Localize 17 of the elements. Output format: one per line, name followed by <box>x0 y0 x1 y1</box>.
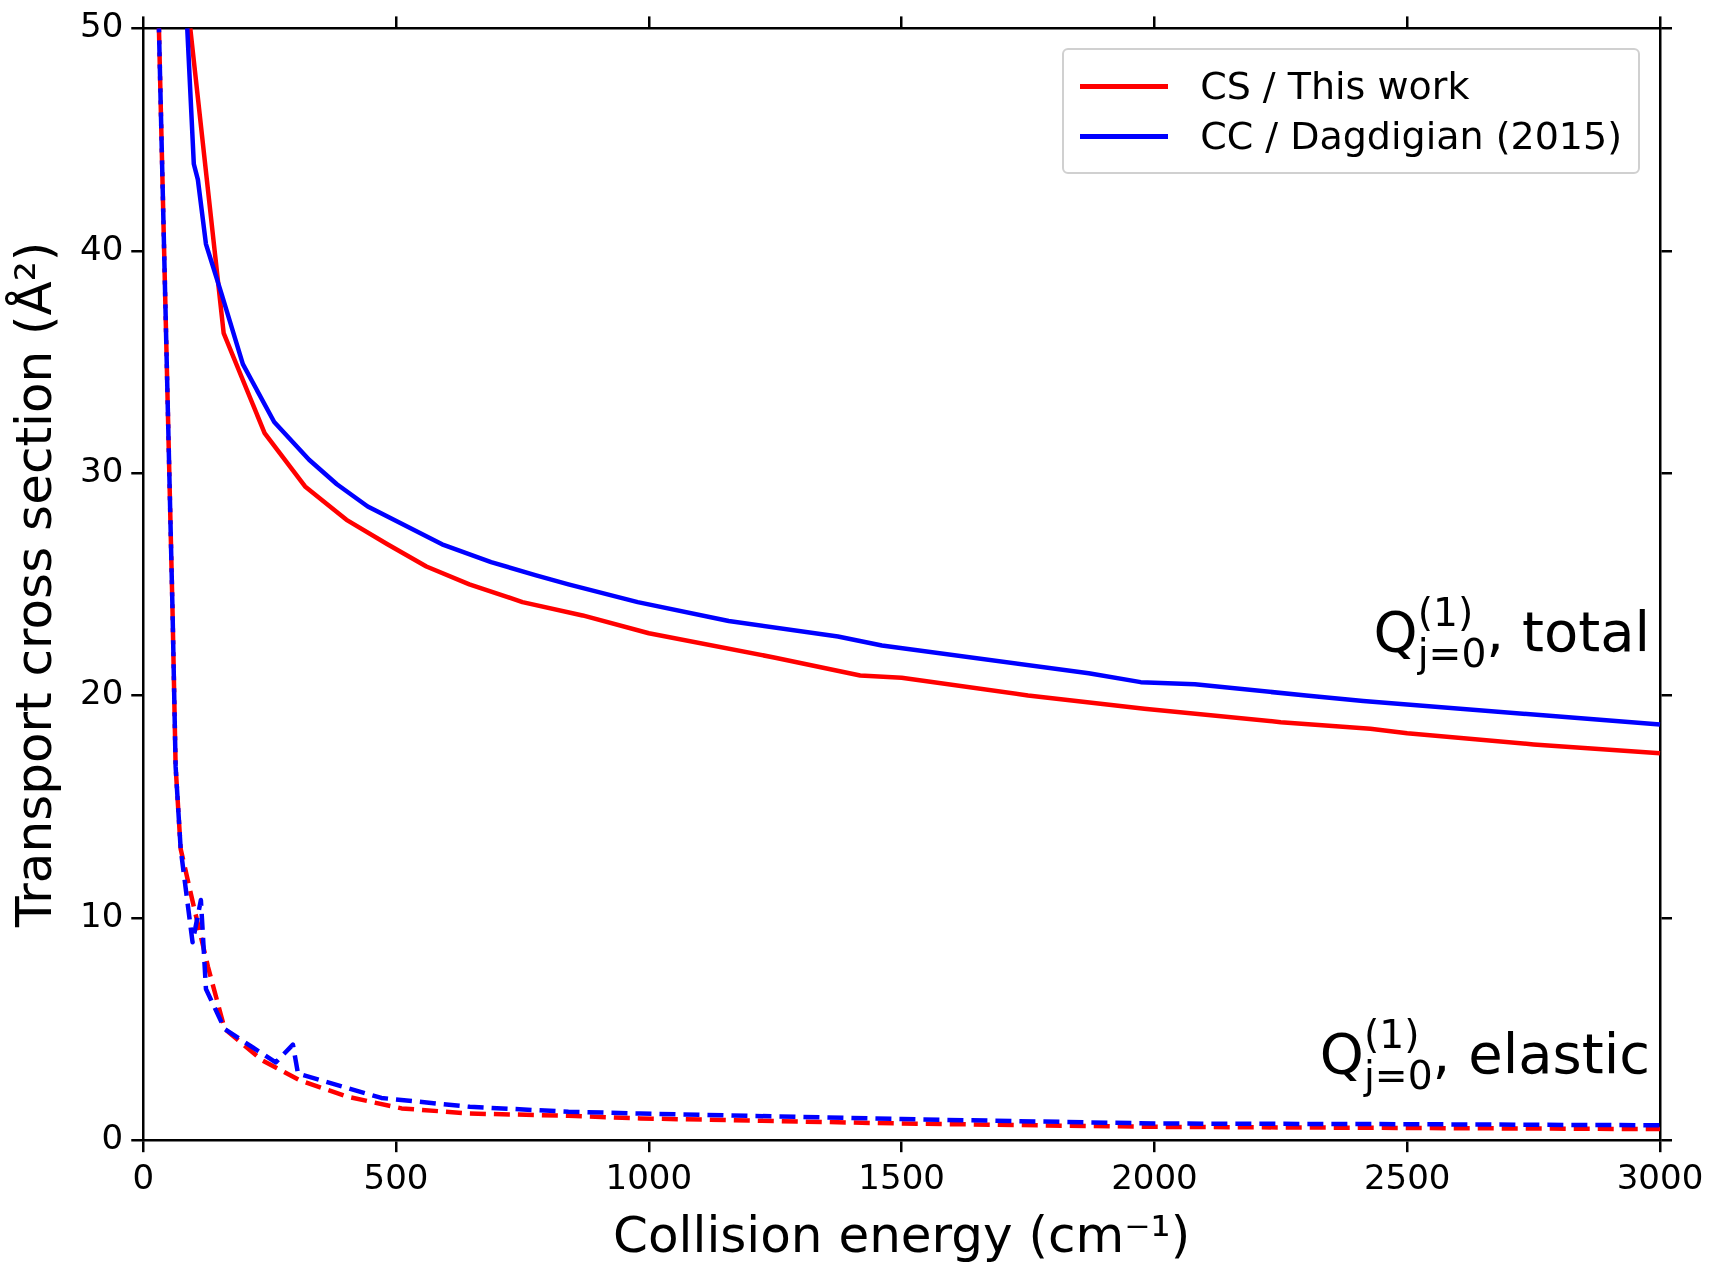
y-axis-title: Transport cross section (Å²) <box>4 241 63 928</box>
y-tick-label: 10 <box>80 894 124 935</box>
x-tick-label: 2000 <box>1111 1157 1198 1198</box>
y-tick-label: 20 <box>80 672 124 713</box>
y-tick-label: 0 <box>101 1117 124 1158</box>
x-axis-title: Collision energy (cm⁻¹) <box>613 1205 1191 1264</box>
x-tick-label: 3000 <box>1616 1157 1704 1198</box>
legend-label: CC / Dagdigian (2015) <box>1200 114 1622 159</box>
y-tick-label: 30 <box>80 449 124 490</box>
x-tick-label: 2500 <box>1363 1157 1451 1198</box>
y-tick-label: 40 <box>80 227 124 268</box>
x-tick-label: 1500 <box>858 1157 945 1198</box>
y-tick-label: 50 <box>80 5 124 46</box>
x-tick-label: 500 <box>363 1157 429 1198</box>
x-tick-label: 0 <box>132 1157 155 1198</box>
legend-label: CS / This work <box>1200 64 1470 109</box>
x-tick-label: 1000 <box>605 1157 693 1198</box>
